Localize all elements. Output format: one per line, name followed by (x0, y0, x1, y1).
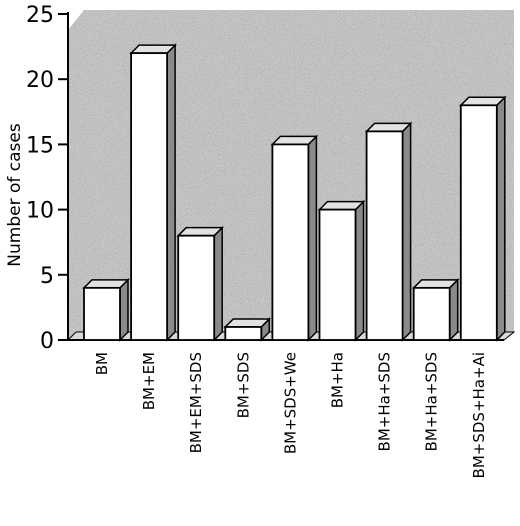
x-tick-label: BM+SDS+Ha+Ai (470, 352, 488, 478)
y-tick-label: 15 (26, 133, 54, 158)
bar-top (176, 226, 225, 237)
bar-top (317, 200, 366, 211)
bar-side (166, 43, 176, 342)
bar-top (364, 122, 413, 133)
bar-front (224, 326, 263, 341)
bar-top (411, 279, 460, 289)
x-tick-label: BM+Ha+SDS (376, 352, 394, 451)
bar (317, 199, 366, 342)
bar-front (271, 143, 310, 341)
y-axis-title: Number of cases (5, 123, 25, 267)
x-tick-label: BM+EM+SDS (187, 352, 205, 453)
y-tick-label: 10 (26, 199, 54, 224)
bar (411, 278, 460, 342)
y-tick-label: 20 (26, 68, 54, 93)
bar (176, 225, 225, 342)
x-tick-label: BM+Ha (329, 352, 347, 408)
bar (82, 278, 130, 342)
bar-side (448, 278, 459, 342)
bar-side (496, 95, 506, 342)
x-tick-label: BM (93, 352, 111, 375)
x-tick-label: BM+SDS (234, 352, 252, 418)
bar (129, 43, 177, 342)
bar-top (82, 279, 130, 289)
bar-front (130, 52, 169, 341)
bar-front (459, 104, 498, 341)
bar-front (412, 286, 451, 341)
bar-side (401, 121, 412, 342)
x-axis-labels: BM BM+EM BM+EM+SDS BM+SDS BM+SDS+We BM+Ha BM+H… (93, 352, 488, 478)
y-tick-label: 25 (26, 3, 54, 28)
x-tick-label: BM+EM (140, 352, 158, 410)
bar-top (270, 135, 319, 146)
y-tick-label: 0 (40, 329, 54, 354)
bar (458, 95, 507, 342)
bar-top (223, 318, 272, 328)
bar-top (129, 44, 177, 54)
bar (364, 121, 413, 342)
bar-front (83, 286, 121, 341)
bar-side (213, 225, 223, 342)
bar-side (119, 278, 129, 342)
x-tick-label: BM+Ha+SDS (423, 352, 441, 451)
bar (223, 317, 272, 342)
bar-top (458, 96, 507, 107)
bar (270, 134, 319, 342)
bar-side (307, 134, 318, 342)
bar-front (318, 208, 357, 341)
bars (82, 43, 507, 342)
bar-front (365, 130, 404, 341)
y-tick-label: 5 (40, 264, 54, 289)
bar-front (177, 234, 216, 341)
x-tick-label: BM+SDS+We (281, 352, 299, 454)
bar-side (354, 199, 365, 342)
